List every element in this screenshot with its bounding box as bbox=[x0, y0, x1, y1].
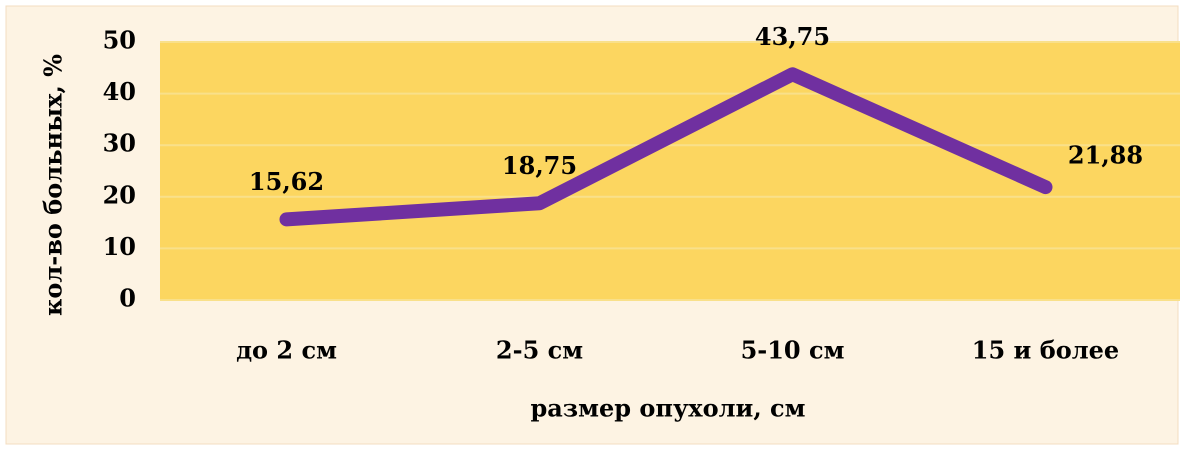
x-tick-label: 2-5 см bbox=[496, 336, 583, 365]
data-line bbox=[279, 67, 1053, 227]
x-tick-label: до 2 см bbox=[236, 336, 337, 365]
y-tick-label: 10 bbox=[103, 232, 136, 261]
y-tick-label: 40 bbox=[103, 77, 136, 106]
x-axis-label: размер опухоли, см bbox=[530, 394, 805, 423]
data-label: 43,75 bbox=[755, 22, 830, 51]
y-tick-label: 50 bbox=[103, 26, 136, 55]
x-tick-label: 5-10 см bbox=[741, 336, 845, 365]
y-tick-label: 30 bbox=[103, 129, 136, 158]
y-tick-label: 0 bbox=[119, 284, 136, 313]
x-tick-label: 15 и более bbox=[972, 336, 1119, 365]
data-label: 21,88 bbox=[1068, 141, 1143, 170]
data-label: 15,62 bbox=[249, 167, 324, 196]
data-label: 18,75 bbox=[502, 151, 577, 180]
y-axis-label: кол-во больных, % bbox=[39, 54, 68, 316]
y-tick-label: 20 bbox=[103, 180, 136, 209]
